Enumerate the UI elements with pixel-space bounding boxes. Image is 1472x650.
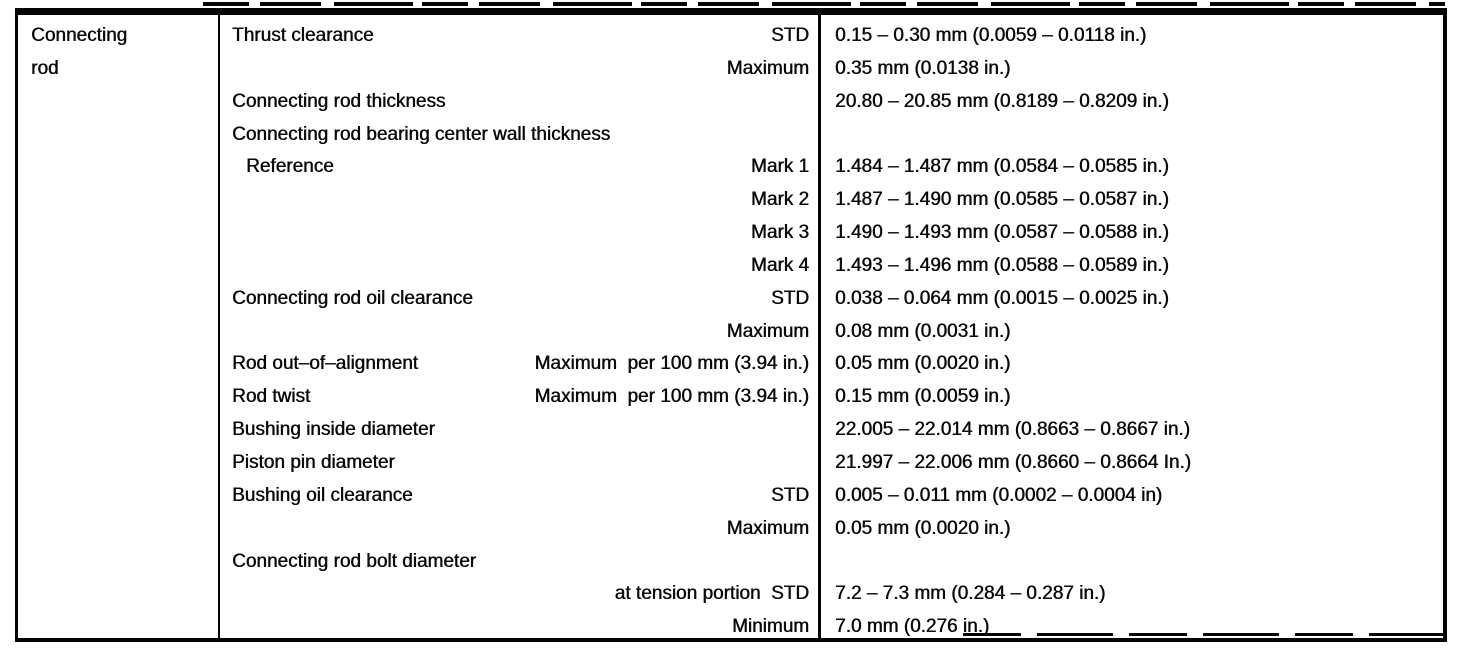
spec-label: Rod twist: [232, 386, 311, 408]
spec-label: Rod out–of–alignment: [232, 353, 418, 375]
value-cell: 21.997 – 22.006 mm (0.8660 – 0.8664 In.): [835, 451, 1191, 473]
spec-row: Rod twist Maximum per 100 mm (3.94 in.): [220, 381, 818, 414]
spec-qualifier: [809, 546, 818, 579]
spec-qualifier: Mark 4: [750, 254, 809, 276]
spec-label: Thrust clearance: [232, 25, 374, 46]
spec-row: Mark 3: [220, 217, 818, 250]
value-cell: 1.490 – 1.493 mm (0.0587 – 0.0588 in.): [835, 222, 1169, 244]
value-cell: 0.15 – 0.30 mm (0.0059 – 0.0118 in.): [835, 25, 1147, 46]
spec-row: Minimum: [220, 611, 818, 644]
spec-row: Connecting rod bolt diameter: [220, 546, 818, 579]
spec-row: at tension portion STD: [220, 578, 818, 611]
spec-qualifier: Mark 1: [750, 156, 809, 178]
spec-qualifier: STD: [771, 484, 809, 506]
spec-row: Maximum: [220, 53, 818, 86]
spec-label: [220, 184, 232, 217]
spec-label: Bushing oil clearance: [232, 484, 413, 506]
value-cell: [821, 546, 1443, 579]
spec-label: [220, 611, 232, 644]
spec-row: Reference Mark 1: [220, 151, 818, 184]
spec-qualifier: STD: [771, 287, 809, 309]
spec-row: Connecting rod bearing center wall thick…: [220, 119, 818, 152]
value-cell: 1.487 – 1.490 mm (0.0585 – 0.0587 in.): [835, 189, 1169, 211]
spec-qualifier: Maximum per 100 mm (3.94 in.): [534, 386, 809, 408]
value-cell: 20.80 – 20.85 mm (0.8189 – 0.8209 in.): [835, 90, 1169, 112]
spec-row: Connecting rod thickness: [220, 86, 818, 119]
spec-label: [220, 316, 232, 349]
spec-row: Bushing inside diameter: [220, 414, 818, 447]
component-column: Connecting rod: [18, 15, 218, 638]
spec-label: Connecting rod oil clearance: [232, 287, 473, 309]
value-cell: 0.15 mm (0.0059 in.): [835, 386, 1011, 408]
spec-label: Connecting rod bolt diameter: [232, 550, 476, 572]
value-cell: 0.05 mm (0.0020 in.): [835, 517, 1011, 539]
spec-qualifier: [809, 447, 818, 480]
spec-row: Thrust clearance STD: [220, 20, 818, 53]
value-cell: 0.35 mm (0.0138 in.): [835, 57, 1011, 79]
spec-qualifier: Mark 3: [750, 222, 809, 244]
spec-row: Piston pin diameter: [220, 447, 818, 480]
spec-qualifier: [809, 86, 818, 119]
spec-qualifier: [809, 414, 818, 447]
value-cell: 7.2 – 7.3 mm (0.284 – 0.287 in.): [835, 583, 1106, 605]
spec-row: Bushing oil clearance STD: [220, 480, 818, 513]
value-cell: 0.005 – 0.011 mm (0.0002 – 0.0004 in): [835, 484, 1163, 506]
spec-qualifier: Mark 2: [750, 189, 809, 211]
value-cell: 0.08 mm (0.0031 in.): [835, 320, 1011, 342]
spec-label: [220, 53, 232, 86]
value-cell: 0.05 mm (0.0020 in.): [835, 353, 1011, 375]
spec-label: Connecting rod bearing center wall thick…: [232, 123, 611, 145]
spec-label: Bushing inside diameter: [232, 419, 435, 441]
value-cell: 0.038 – 0.064 mm (0.0015 – 0.0025 in.): [835, 287, 1169, 309]
value-cell: 7.0 mm (0.276 in.): [835, 616, 990, 638]
spec-label: [220, 250, 232, 283]
spec-qualifier: STD: [771, 25, 809, 46]
spec-label: [220, 578, 232, 611]
spec-label: [220, 513, 232, 546]
spec-column: Thrust clearance STD Maximum Connecting rod…: [218, 15, 818, 638]
spec-row: Mark 4: [220, 250, 818, 283]
spec-label: [220, 217, 232, 250]
spec-row: Connecting rod oil clearance STD: [220, 283, 818, 316]
spec-row: Maximum: [220, 316, 818, 349]
spec-row: Mark 2: [220, 184, 818, 217]
spec-qualifier: Maximum: [726, 57, 809, 79]
specification-table: Connecting rod Thrust clearance STD Maximu…: [15, 2, 1447, 642]
value-cell: 1.493 – 1.496 mm (0.0588 – 0.0589 in.): [835, 254, 1169, 276]
spec-qualifier: at tension portion STD: [614, 583, 809, 605]
component-label: Connecting rod: [31, 25, 128, 79]
spec-row: Rod out–of–alignment Maximum per 100 mm (…: [220, 348, 818, 381]
spec-qualifier: [809, 119, 818, 152]
value-column: 0.15 – 0.30 mm (0.0059 – 0.0118 in.) 0.35…: [818, 15, 1443, 638]
value-cell: 1.484 – 1.487 mm (0.0584 – 0.0585 in.): [835, 156, 1169, 178]
value-cell: [821, 119, 1443, 152]
spec-qualifier: Minimum: [731, 616, 809, 638]
spec-qualifier: Maximum: [726, 517, 809, 539]
spec-label: Piston pin diameter: [232, 451, 395, 473]
spec-label: Connecting rod thickness: [232, 90, 446, 112]
spec-qualifier: Maximum: [726, 320, 809, 342]
value-cell: 22.005 – 22.014 mm (0.8663 – 0.8667 in.): [835, 419, 1190, 441]
spec-label: Reference: [246, 156, 334, 178]
spec-row: Maximum: [220, 513, 818, 546]
spec-qualifier: Maximum per 100 mm (3.94 in.): [534, 353, 809, 375]
